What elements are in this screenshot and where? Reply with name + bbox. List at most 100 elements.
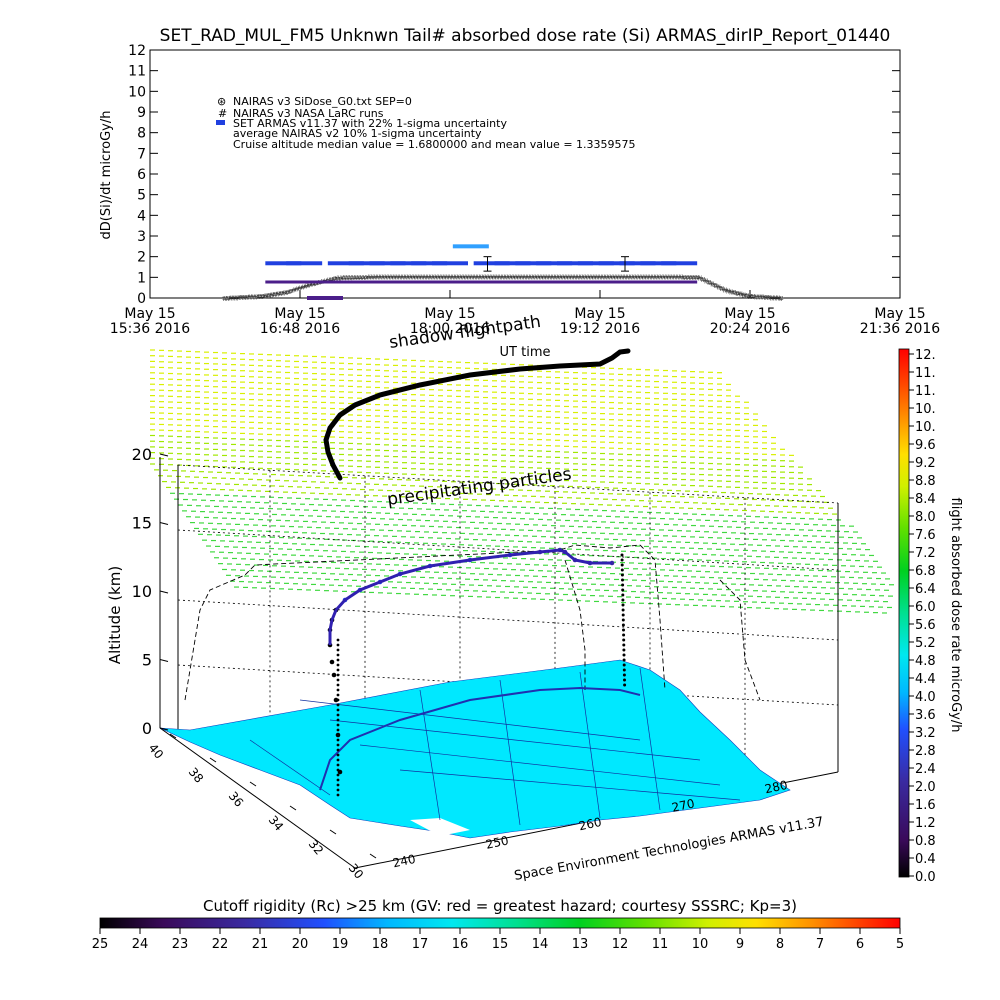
nairas-s0-point: * — [778, 295, 782, 303]
nairas-s0-point: * — [641, 274, 645, 282]
nairas-s1-point: # — [300, 284, 306, 292]
nairas-s0-point: * — [285, 289, 289, 297]
nairas-s1-point: # — [285, 289, 291, 297]
nairas-s1-point: # — [606, 273, 612, 281]
nairas-s1-point: # — [231, 294, 237, 302]
nairas-s0-point: * — [772, 294, 776, 302]
nairas-s0-point: * — [238, 294, 242, 302]
nairas-s0-point: * — [578, 274, 582, 282]
nairas-s1-point: # — [519, 273, 525, 281]
armas-low-trace — [348, 280, 385, 284]
nairas-s1-point: # — [238, 294, 244, 302]
nairas-s0-point: * — [485, 274, 489, 282]
nairas-s1-point: # — [406, 273, 412, 281]
nairas-s0-point: * — [563, 274, 567, 282]
nairas-s1-point: # — [375, 273, 381, 281]
lat-tick-30-mark — [369, 853, 377, 859]
nairas-s1-point: # — [716, 284, 722, 292]
nairas-s0-point: * — [497, 274, 501, 282]
dose-layer-row — [218, 563, 889, 591]
colorbar-right-tick-label: 12. — [915, 348, 936, 363]
nairas-s0-point: * — [700, 276, 704, 284]
nairas-s0-point: * — [372, 275, 376, 283]
nairas-s0-point: * — [397, 274, 401, 282]
armas-point — [557, 261, 593, 266]
nairas-s0-point: * — [703, 277, 707, 285]
nairas-s0-point: * — [716, 284, 720, 292]
top-x-tick-2-line1: May 15 — [424, 306, 475, 322]
nairas-s0-point: * — [353, 276, 357, 284]
nairas-s1-point: # — [666, 273, 672, 281]
flight-descent-point — [621, 613, 625, 617]
top-x-tick-3-line1: May 15 — [574, 306, 625, 322]
armas-point — [661, 261, 698, 266]
nairas-s1-point: # — [510, 273, 516, 281]
nairas-s1-point: # — [363, 274, 369, 282]
dose-layer-row — [150, 440, 803, 468]
flight-descent-point — [623, 678, 626, 682]
armas-low-trace — [577, 280, 614, 284]
colorbar-right-tick-label: 6.8 — [915, 564, 936, 579]
dose-layer-row — [210, 551, 890, 580]
nairas-s0-point: * — [263, 292, 267, 300]
colorbar-bottom-tick-label: 10 — [692, 937, 709, 952]
nairas-s1-point: # — [625, 273, 631, 281]
nairas-s1-point: # — [460, 273, 466, 281]
nairas-s1-point: # — [750, 293, 756, 301]
nairas-s0-point: * — [656, 274, 660, 282]
colorbar-bottom-tick-label: 13 — [572, 937, 589, 952]
nairas-s1-point: # — [531, 273, 537, 281]
colorbar-right-tick-label: 8.0 — [915, 510, 936, 525]
armas-low-trace — [307, 280, 343, 284]
map-gulf — [410, 818, 470, 836]
nairas-s0-point: * — [728, 288, 732, 296]
nairas-s1-point: # — [372, 274, 378, 282]
legend-marker-nairas-sidose: ⊛ — [217, 95, 226, 108]
nairas-s0-point: * — [335, 276, 339, 284]
dose-layer — [150, 349, 894, 614]
lat-tick-38-label: 38 — [186, 765, 207, 786]
flight-point — [333, 697, 339, 703]
colorbar-right-tick-label: 11. — [915, 366, 936, 381]
armas-point — [577, 261, 614, 266]
z-tick-15-mark — [159, 522, 169, 525]
armas-low-trace — [515, 280, 552, 284]
nairas-s1-point: # — [581, 273, 587, 281]
lat-tick-36-label: 36 — [226, 789, 247, 810]
colorbar-right-tick-label: 4.4 — [915, 672, 936, 687]
nairas-s0-point: * — [385, 274, 389, 282]
nairas-s0-point: * — [291, 287, 295, 295]
legend-cruise-stats: Cruise altitude median value = 1.6800000… — [233, 138, 636, 151]
nairas-s1-point: # — [441, 273, 447, 281]
nairas-s0-point: * — [713, 282, 717, 290]
colorbar-right-tick-label: 3.6 — [915, 708, 936, 723]
nairas-s1-point: # — [419, 273, 425, 281]
nairas-s0-point: * — [269, 291, 273, 299]
dose-layer-row — [150, 429, 794, 456]
colorbar-right-tick-label: 5.6 — [915, 618, 936, 633]
nairas-s1-point: # — [247, 294, 253, 302]
nairas-s1-point: # — [481, 273, 487, 281]
nairas-s0-point: * — [256, 293, 260, 301]
drop-line-point — [336, 638, 340, 642]
nairas-s1-point: # — [494, 273, 500, 281]
nairas-s0-point: * — [650, 274, 654, 282]
nairas-s1-point: # — [656, 273, 662, 281]
nairas-s0-point: * — [356, 275, 360, 283]
nairas-s0-point: * — [635, 274, 639, 282]
nairas-s0-point: * — [550, 274, 554, 282]
nairas-s0-point: * — [278, 290, 282, 298]
nairas-s0-point: * — [253, 293, 257, 301]
nairas-s0-point: * — [406, 274, 410, 282]
flight-descent-point — [621, 583, 625, 587]
nairas-s1-point: # — [250, 293, 256, 301]
z-axis-ticks: 0 5 10 15 20 — [132, 445, 169, 738]
nairas-s0-point: * — [244, 294, 248, 302]
nairas-s1-point: # — [603, 273, 609, 281]
dose-layer-row — [202, 539, 882, 568]
colorbar-bottom-tick-label: 9 — [736, 937, 744, 952]
nairas-s1-point: # — [575, 273, 581, 281]
nairas-s1-point: # — [678, 274, 684, 282]
dose-layer-row — [158, 475, 829, 503]
armas-point — [473, 261, 510, 266]
